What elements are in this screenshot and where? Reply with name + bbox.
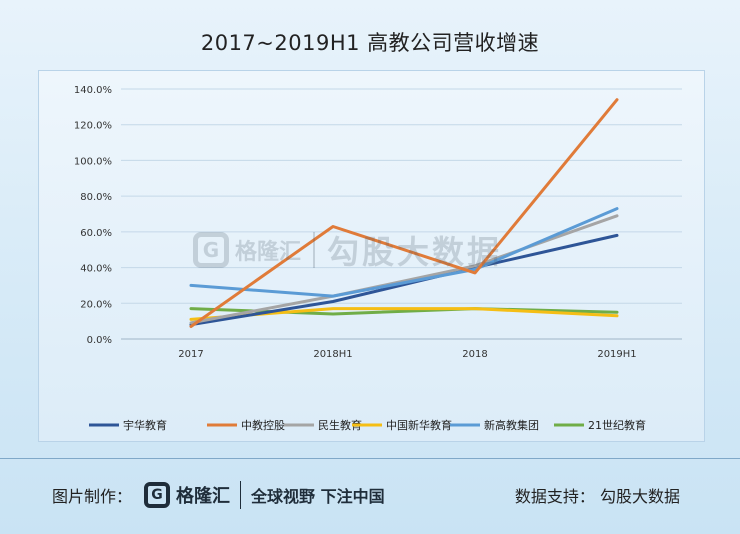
chart-title: 2017~2019H1 高教公司营收增速 — [200, 31, 540, 55]
series-line-5 — [189, 307, 619, 316]
y-tick-label: 0.0% — [87, 335, 112, 346]
y-tick-label: 100.0% — [74, 156, 112, 167]
footer-logo-icon: G — [144, 482, 171, 508]
y-tick-label: 140.0% — [74, 85, 112, 96]
x-tick-label: 2017 — [178, 349, 203, 360]
watermark-slogan: 勾股大数据 — [327, 233, 503, 271]
footer-brand: 格隆汇 — [176, 486, 231, 507]
x-tick-label: 2018H1 — [313, 349, 352, 360]
series-line-2 — [189, 214, 619, 325]
footer-made-label: 图片制作： — [52, 487, 133, 506]
x-tick-label: 2018 — [462, 349, 487, 360]
legend-label: 民生教育 — [318, 418, 362, 432]
watermark-divider — [313, 232, 316, 268]
footer-data-support: 数据支持： 勾股大数据 — [514, 487, 680, 506]
series-line-1 — [189, 98, 619, 328]
legend-label: 21世纪教育 — [588, 418, 646, 432]
footer-divider — [0, 458, 740, 459]
y-tick-label: 60.0% — [80, 228, 112, 239]
line-chart: 0.0% 20.0% 40.0% 60.0% 80.0% 100.0% 120.0% 140.… — [74, 85, 682, 432]
chart-panel: 0.0% 20.0% 40.0% 60.0% 80.0% 100.0% 120.0% 140.… — [38, 70, 705, 442]
y-tick-label: 80.0% — [80, 192, 112, 203]
watermark-logo-icon: G — [193, 232, 229, 268]
watermark: G 格隆汇 勾股大数据 — [193, 225, 502, 275]
legend-label: 中国新华教育 — [386, 418, 452, 432]
series-line-0 — [189, 233, 619, 327]
y-tick-label: 20.0% — [80, 299, 112, 310]
footer-brand-divider — [240, 481, 242, 509]
footer: 图片制作： G 格隆汇 全球视野 下注中国 数据支持： 勾股大数据 — [0, 470, 740, 520]
footer-slogan: 全球视野 下注中国 — [251, 487, 385, 506]
legend-label: 新高教集团 — [484, 418, 539, 432]
legend-label: 中教控股 — [241, 418, 285, 432]
watermark-brand: 格隆汇 — [235, 240, 302, 265]
x-tick-label: 2019H1 — [597, 349, 636, 360]
series-line-4 — [189, 207, 619, 298]
legend-label: 宇华教育 — [123, 418, 167, 432]
y-tick-label: 120.0% — [74, 121, 112, 132]
y-tick-label: 40.0% — [80, 264, 112, 275]
